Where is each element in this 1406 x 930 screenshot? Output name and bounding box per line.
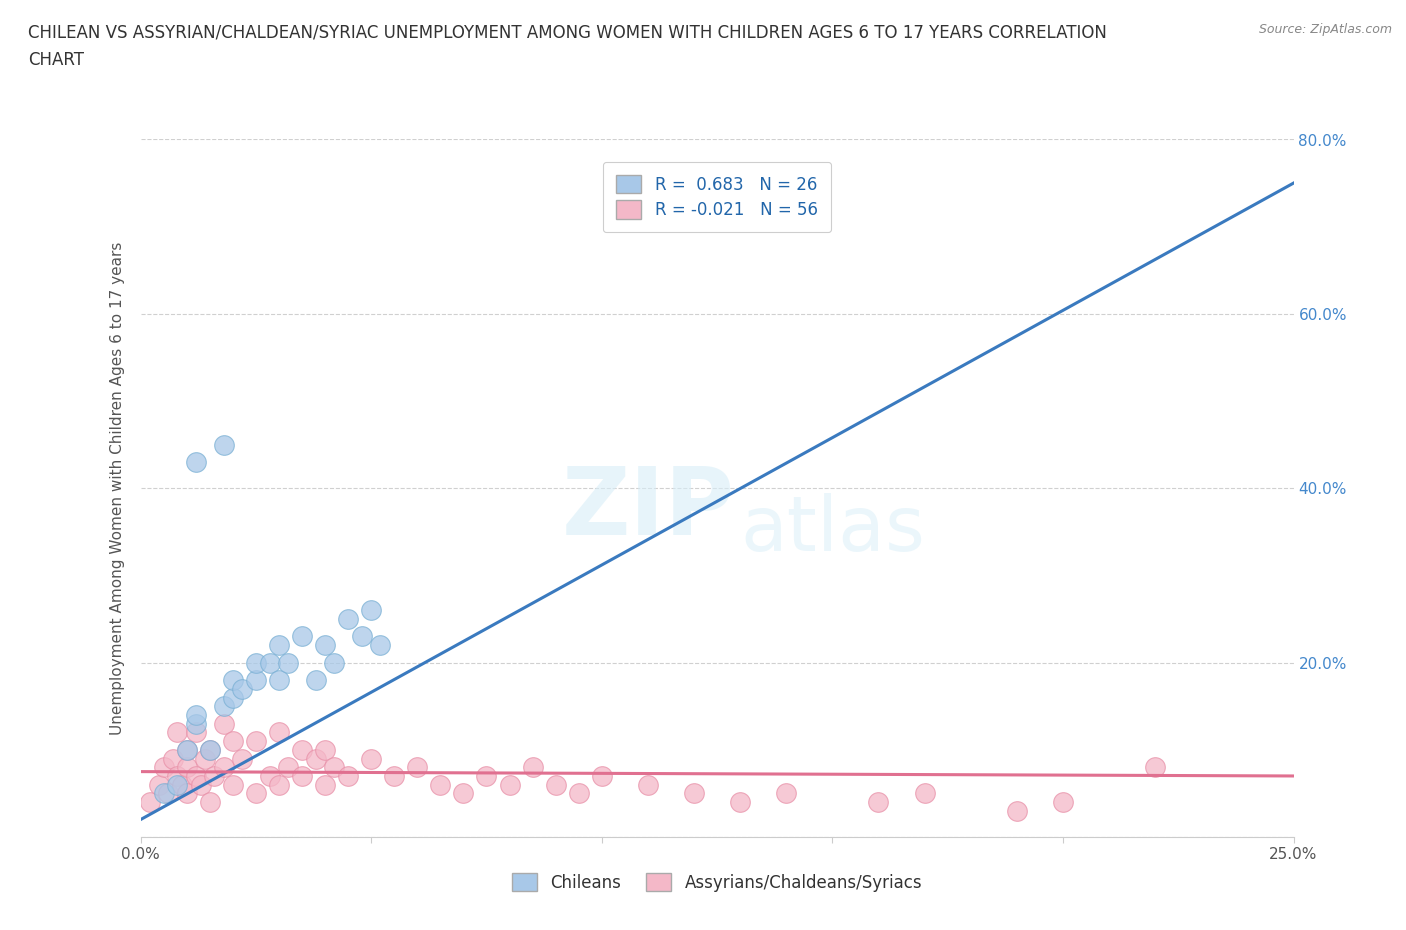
Point <box>198 742 221 757</box>
Point <box>166 768 188 783</box>
Point <box>259 656 281 671</box>
Point <box>337 612 360 627</box>
Point <box>212 698 235 713</box>
Point <box>172 777 194 792</box>
Point <box>291 768 314 783</box>
Point <box>522 760 544 775</box>
Point <box>1005 804 1028 818</box>
Point <box>591 768 613 783</box>
Point <box>194 751 217 766</box>
Point <box>222 672 245 687</box>
Point <box>291 742 314 757</box>
Point <box>314 777 336 792</box>
Point <box>212 760 235 775</box>
Text: ZIP: ZIP <box>561 463 734 555</box>
Point <box>1144 760 1167 775</box>
Point <box>637 777 659 792</box>
Point <box>176 742 198 757</box>
Point <box>166 777 188 792</box>
Point <box>350 629 373 644</box>
Point <box>382 768 405 783</box>
Point <box>245 786 267 801</box>
Point <box>184 725 207 740</box>
Point <box>152 786 174 801</box>
Point <box>475 768 498 783</box>
Point <box>323 656 346 671</box>
Point <box>775 786 797 801</box>
Text: CHILEAN VS ASSYRIAN/CHALDEAN/SYRIAC UNEMPLOYMENT AMONG WOMEN WITH CHILDREN AGES : CHILEAN VS ASSYRIAN/CHALDEAN/SYRIAC UNEM… <box>28 23 1107 41</box>
Point <box>198 742 221 757</box>
Point <box>198 794 221 809</box>
Point <box>176 760 198 775</box>
Point <box>259 768 281 783</box>
Point <box>568 786 591 801</box>
Point <box>406 760 429 775</box>
Point <box>162 751 184 766</box>
Point <box>190 777 212 792</box>
Point <box>314 742 336 757</box>
Point <box>914 786 936 801</box>
Point <box>212 716 235 731</box>
Point <box>683 786 706 801</box>
Point <box>222 734 245 749</box>
Point <box>323 760 346 775</box>
Point <box>152 760 174 775</box>
Point <box>305 672 328 687</box>
Point <box>202 768 225 783</box>
Point <box>166 725 188 740</box>
Point <box>176 742 198 757</box>
Y-axis label: Unemployment Among Women with Children Ages 6 to 17 years: Unemployment Among Women with Children A… <box>110 242 125 735</box>
Text: CHART: CHART <box>28 51 84 69</box>
Point <box>267 725 290 740</box>
Point <box>360 603 382 618</box>
Point <box>176 786 198 801</box>
Point <box>277 656 299 671</box>
Point <box>212 437 235 452</box>
Point <box>267 638 290 653</box>
Point <box>1052 794 1074 809</box>
Point <box>184 708 207 723</box>
Point <box>231 751 253 766</box>
Point <box>245 656 267 671</box>
Point <box>544 777 567 792</box>
Point <box>453 786 475 801</box>
Text: atlas: atlas <box>740 493 925 567</box>
Point <box>337 768 360 783</box>
Point <box>277 760 299 775</box>
Point <box>139 794 162 809</box>
Point <box>245 672 267 687</box>
Point <box>314 638 336 653</box>
Point <box>291 629 314 644</box>
Point <box>498 777 520 792</box>
Point <box>148 777 170 792</box>
Point <box>267 777 290 792</box>
Text: Source: ZipAtlas.com: Source: ZipAtlas.com <box>1258 23 1392 36</box>
Point <box>305 751 328 766</box>
Point <box>222 690 245 705</box>
Point <box>184 768 207 783</box>
Point <box>429 777 451 792</box>
Point <box>360 751 382 766</box>
Point <box>868 794 890 809</box>
Point <box>184 716 207 731</box>
Point <box>184 455 207 470</box>
Legend: Chileans, Assyrians/Chaldeans/Syriacs: Chileans, Assyrians/Chaldeans/Syriacs <box>505 867 929 898</box>
Point <box>157 786 180 801</box>
Point <box>728 794 751 809</box>
Point <box>267 672 290 687</box>
Point <box>222 777 245 792</box>
Point <box>370 638 392 653</box>
Point <box>231 682 253 697</box>
Point <box>245 734 267 749</box>
